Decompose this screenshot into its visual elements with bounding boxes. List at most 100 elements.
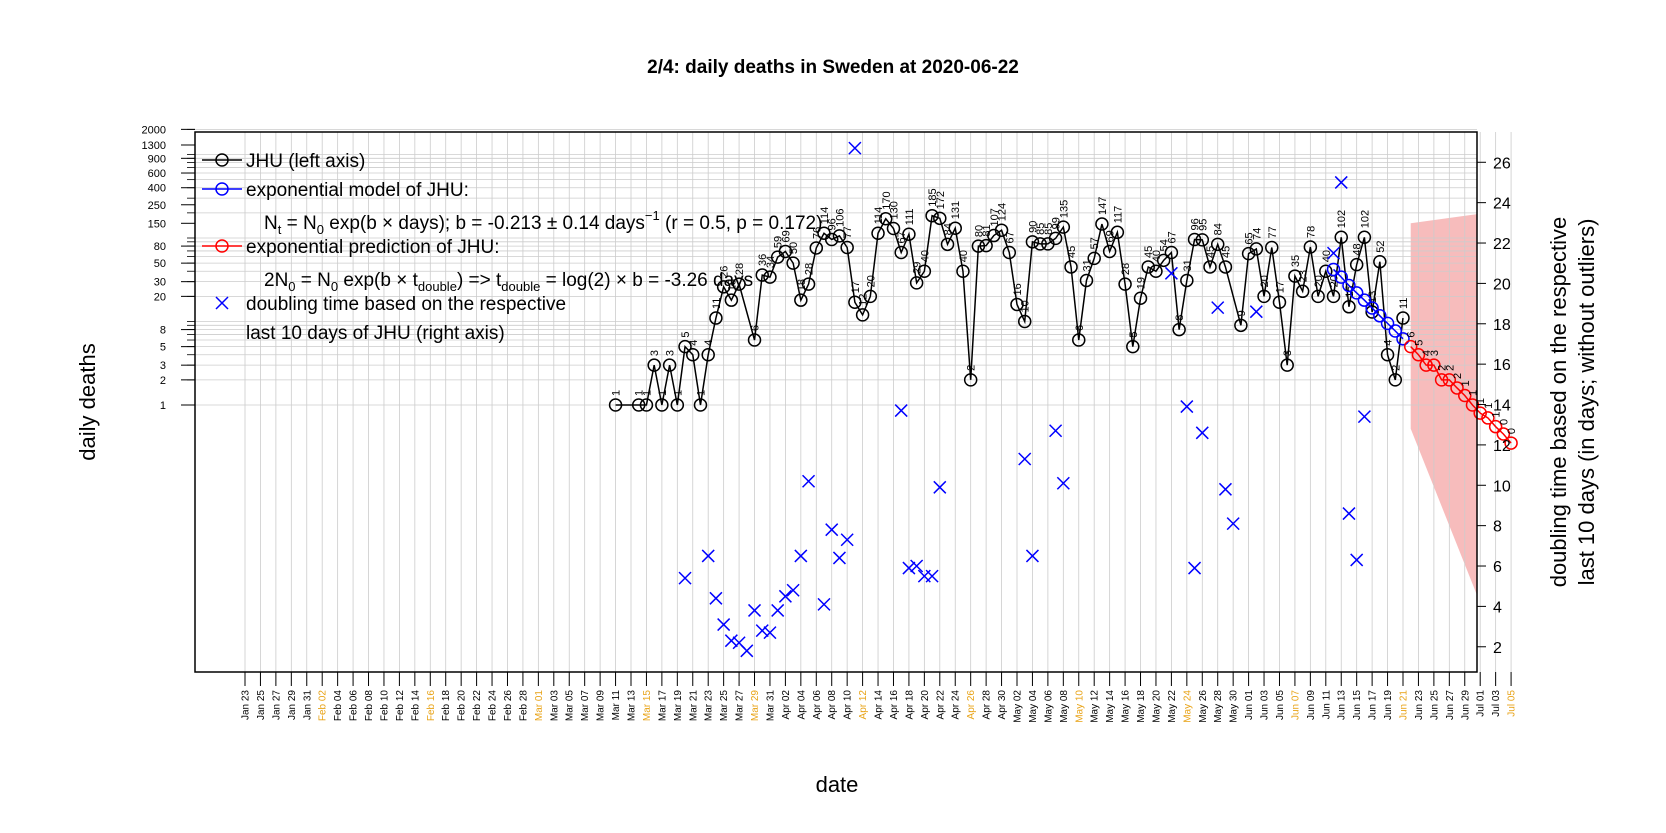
y-right-tick-label: 24 bbox=[1493, 196, 1511, 213]
x-tick-label: Feb 24 bbox=[488, 690, 499, 722]
chart-title: 2/4: daily deaths in Sweden at 2020-06-2… bbox=[647, 57, 1019, 78]
x-tick-label: Jun 11 bbox=[1321, 690, 1332, 720]
jhu-data-label: 6 bbox=[1074, 325, 1086, 331]
x-tick-label: Feb 06 bbox=[349, 690, 360, 722]
y-left-tick-label: 20 bbox=[154, 291, 166, 303]
x-tick-label: Feb 12 bbox=[395, 690, 406, 722]
jhu-data-label: 117 bbox=[1112, 206, 1124, 224]
x-tick-label: May 24 bbox=[1182, 690, 1193, 723]
x-tick-label: Apr 22 bbox=[935, 690, 946, 720]
x-tick-label: Jul 05 bbox=[1507, 690, 1518, 717]
y-left-tick-label: 1 bbox=[160, 400, 166, 412]
jhu-data-label: 31 bbox=[1182, 259, 1194, 271]
x-tick-label: Apr 30 bbox=[997, 690, 1008, 720]
jhu-data-label: 67 bbox=[1004, 231, 1016, 243]
jhu-data-label: 40 bbox=[919, 250, 931, 262]
jhu-data-label: 77 bbox=[842, 226, 854, 238]
prediction-data-label: 2 bbox=[1452, 373, 1464, 379]
jhu-data-label: 17 bbox=[1274, 281, 1286, 293]
jhu-data-label: 102 bbox=[1359, 210, 1371, 228]
x-tick-label: May 30 bbox=[1229, 690, 1240, 723]
y-right-tick-label: 6 bbox=[1493, 559, 1502, 576]
y-left-tick-label: 2 bbox=[160, 375, 166, 387]
y-left-tick-label: 1300 bbox=[142, 140, 166, 152]
y-left-tick-label: 8 bbox=[160, 325, 166, 337]
jhu-data-label: 17 bbox=[850, 281, 862, 293]
x-tick-label: May 28 bbox=[1213, 690, 1224, 723]
x-tick-label: Mar 15 bbox=[642, 690, 653, 722]
x-tick-label: Apr 04 bbox=[796, 690, 807, 720]
jhu-data-label: 67 bbox=[1166, 231, 1178, 243]
x-tick-label: Mar 07 bbox=[580, 690, 591, 722]
x-tick-label: Feb 14 bbox=[410, 690, 421, 722]
x-tick-label: Jun 19 bbox=[1383, 690, 1394, 720]
y-left-tick-label: 900 bbox=[148, 153, 166, 165]
x-tick-label: May 26 bbox=[1198, 690, 1209, 723]
jhu-data-label: 172 bbox=[935, 191, 947, 209]
y-left-tick-label: 150 bbox=[148, 218, 166, 230]
jhu-data-label: 78 bbox=[1305, 226, 1317, 238]
jhu-data-label: 12 bbox=[858, 294, 870, 306]
legend-jhu-label: JHU (left axis) bbox=[246, 151, 365, 172]
jhu-data-label: 20 bbox=[865, 275, 877, 287]
x-tick-label: Feb 28 bbox=[518, 690, 529, 722]
x-tick-label: Jun 21 bbox=[1399, 690, 1410, 720]
x-tick-label: May 18 bbox=[1136, 690, 1147, 723]
x-tick-label: Jun 27 bbox=[1445, 690, 1456, 720]
x-tick-label: Jun 29 bbox=[1460, 690, 1471, 720]
jhu-data-label: 28 bbox=[804, 263, 816, 275]
y-left-tick-label: 2000 bbox=[142, 124, 166, 136]
x-tick-label: Mar 05 bbox=[565, 690, 576, 722]
jhu-data-label: 9 bbox=[1236, 310, 1248, 316]
y-left-tick-label: 30 bbox=[154, 277, 166, 289]
jhu-data-label: 124 bbox=[997, 203, 1009, 221]
jhu-data-label: 8 bbox=[1174, 314, 1186, 320]
jhu-data-label: 3 bbox=[665, 350, 677, 356]
x-tick-label: Feb 18 bbox=[441, 690, 452, 722]
x-tick-label: Mar 11 bbox=[611, 690, 622, 721]
jhu-data-label: 45 bbox=[1205, 246, 1217, 258]
y-left-tick-label: 400 bbox=[148, 183, 166, 195]
jhu-data-label: 4 bbox=[1383, 340, 1395, 346]
x-tick-label: Jun 25 bbox=[1429, 690, 1440, 720]
x-tick-label: May 16 bbox=[1121, 690, 1132, 723]
x-tick-label: Mar 09 bbox=[596, 690, 607, 722]
x-tick-label: Apr 06 bbox=[812, 690, 823, 720]
jhu-data-label: 130 bbox=[888, 201, 900, 219]
x-tick-label: May 20 bbox=[1151, 690, 1162, 723]
x-tick-label: Feb 16 bbox=[426, 690, 437, 722]
jhu-data-label: 23 bbox=[1298, 270, 1310, 282]
jhu-data-label: 2 bbox=[966, 365, 978, 371]
y-axis-right-label-line1: doubling time based on the respective bbox=[1546, 217, 1571, 588]
jhu-data-label: 20 bbox=[1259, 275, 1271, 287]
x-tick-label: Mar 31 bbox=[765, 690, 776, 722]
x-tick-label: Mar 25 bbox=[719, 690, 730, 722]
x-tick-label: May 02 bbox=[1013, 690, 1024, 723]
x-axis-label: date bbox=[816, 772, 859, 797]
y-right-tick-label: 8 bbox=[1493, 519, 1502, 536]
prediction-data-label: 1 bbox=[1460, 380, 1472, 386]
x-tick-label: Mar 19 bbox=[673, 690, 684, 722]
x-tick-label: Apr 18 bbox=[904, 690, 915, 720]
jhu-data-label: 1 bbox=[672, 390, 684, 396]
y-right-tick-label: 2 bbox=[1493, 640, 1502, 657]
x-tick-label: Apr 20 bbox=[920, 690, 931, 720]
x-tick-label: Jul 01 bbox=[1476, 690, 1487, 717]
x-tick-label: Jan 23 bbox=[241, 690, 252, 720]
x-tick-label: Jan 25 bbox=[256, 690, 267, 720]
x-tick-label: May 08 bbox=[1059, 690, 1070, 723]
jhu-data-label: 1 bbox=[657, 390, 669, 396]
jhu-data-label: 35 bbox=[1290, 255, 1302, 267]
x-tick-label: Apr 28 bbox=[982, 690, 993, 720]
x-tick-label: Apr 14 bbox=[874, 690, 885, 720]
legend-model-formula: Nt = N0 exp(b × days); b = -0.213 ± 0.14… bbox=[264, 208, 822, 237]
x-tick-label: Mar 21 bbox=[688, 690, 699, 722]
jhu-data-label: 4 bbox=[703, 340, 715, 346]
jhu-data-label: 111 bbox=[904, 208, 916, 225]
y-axis-right-label-line2: last 10 days (in days; without outliers) bbox=[1574, 219, 1599, 586]
x-tick-label: Jun 13 bbox=[1337, 690, 1348, 720]
y-right-tick-label: 26 bbox=[1493, 155, 1511, 172]
y-right-tick-label: 20 bbox=[1493, 276, 1511, 293]
jhu-data-label: 57 bbox=[1089, 237, 1101, 249]
y-left-tick-label: 50 bbox=[154, 258, 166, 270]
